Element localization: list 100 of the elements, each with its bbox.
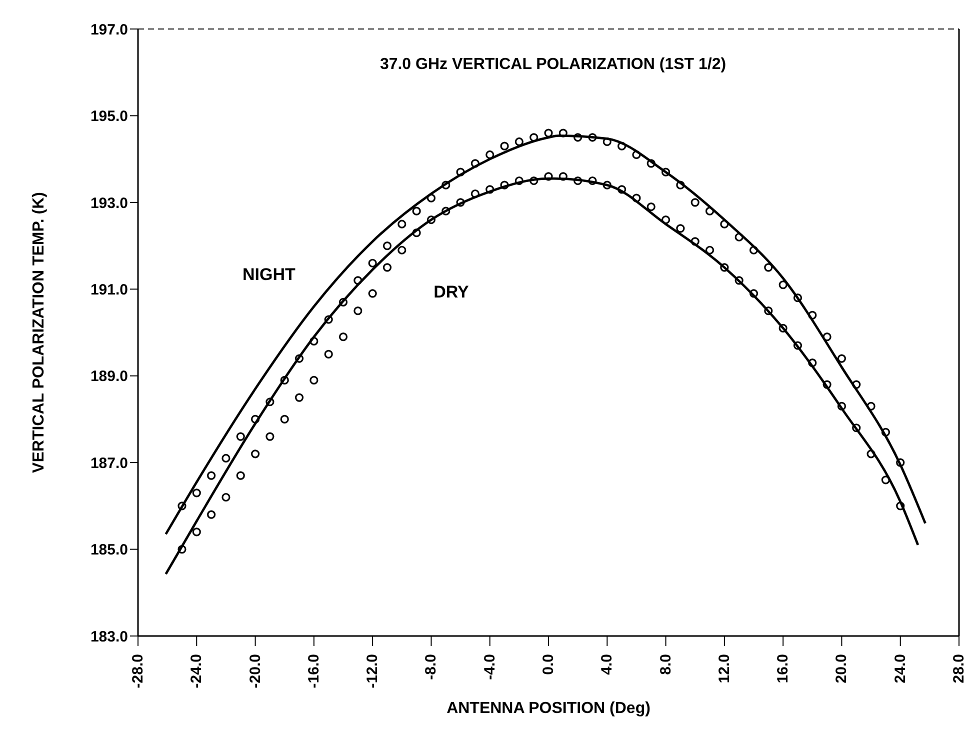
point bbox=[749, 246, 758, 254]
point bbox=[412, 206, 421, 216]
point bbox=[852, 424, 861, 432]
point bbox=[588, 133, 597, 142]
point bbox=[544, 128, 553, 138]
x-tick-label: -12.0 bbox=[364, 654, 382, 688]
x-tick-label: -4.0 bbox=[481, 654, 498, 680]
point bbox=[646, 159, 656, 168]
point bbox=[544, 172, 553, 181]
point bbox=[793, 341, 802, 350]
point bbox=[558, 128, 568, 138]
series-label: NIGHT bbox=[242, 264, 296, 284]
point bbox=[808, 310, 817, 320]
y-tick-label: 189.0 bbox=[90, 368, 128, 386]
y-axis-title: VERTICAL POLARIZATION TEMP. (K) bbox=[30, 192, 48, 473]
y-tick-label: 187.0 bbox=[90, 454, 128, 472]
point bbox=[470, 189, 480, 198]
point bbox=[294, 393, 304, 402]
point bbox=[236, 432, 245, 441]
point bbox=[236, 471, 245, 480]
point bbox=[822, 380, 832, 389]
point bbox=[808, 358, 817, 368]
point bbox=[324, 315, 333, 324]
point bbox=[338, 332, 348, 342]
x-tick-label: 8.0 bbox=[657, 654, 674, 675]
point bbox=[250, 450, 260, 458]
point bbox=[574, 133, 582, 142]
point bbox=[354, 276, 362, 285]
x-tick-label: -28.0 bbox=[130, 654, 146, 688]
x-tick-label: 20.0 bbox=[833, 654, 850, 684]
point bbox=[368, 258, 377, 268]
point bbox=[514, 137, 524, 146]
point bbox=[881, 428, 890, 437]
point bbox=[294, 354, 304, 363]
point bbox=[222, 492, 230, 502]
point bbox=[486, 185, 494, 194]
x-axis-title: ANTENNA POSITION (Deg) bbox=[446, 700, 650, 717]
point bbox=[514, 176, 524, 186]
x-tick-label: -16.0 bbox=[305, 654, 322, 688]
y-tick-label: 191.0 bbox=[90, 281, 128, 298]
point bbox=[324, 350, 333, 358]
x-tick-label: 12.0 bbox=[716, 654, 733, 684]
point bbox=[661, 168, 670, 176]
point bbox=[338, 298, 348, 306]
point bbox=[734, 232, 744, 242]
point bbox=[530, 176, 538, 186]
point bbox=[896, 458, 905, 467]
point bbox=[837, 402, 846, 411]
point bbox=[720, 220, 729, 228]
x-tick-label: 24.0 bbox=[892, 654, 909, 684]
point bbox=[632, 150, 641, 160]
point bbox=[793, 294, 802, 302]
point bbox=[178, 502, 186, 510]
point bbox=[690, 237, 700, 246]
point bbox=[558, 172, 568, 181]
point bbox=[661, 215, 670, 224]
point bbox=[470, 159, 480, 168]
point bbox=[866, 450, 876, 458]
point bbox=[881, 476, 890, 484]
point bbox=[690, 198, 700, 207]
x-tick-label: 28.0 bbox=[950, 654, 968, 684]
point bbox=[778, 280, 788, 290]
x-tick-label: -8.0 bbox=[422, 654, 440, 680]
x-tick-label: -20.0 bbox=[246, 654, 264, 688]
point bbox=[500, 180, 509, 190]
point bbox=[749, 289, 758, 298]
point bbox=[280, 414, 289, 424]
point bbox=[852, 380, 861, 389]
point bbox=[310, 376, 318, 384]
point bbox=[632, 194, 641, 202]
point bbox=[192, 528, 201, 536]
point bbox=[207, 471, 216, 480]
point bbox=[837, 354, 846, 363]
point bbox=[764, 306, 773, 316]
x-tick-label: 16.0 bbox=[774, 654, 792, 684]
point bbox=[618, 142, 626, 150]
point bbox=[382, 263, 392, 272]
point bbox=[705, 206, 714, 216]
y-tick-label: 193.0 bbox=[90, 194, 128, 212]
point bbox=[574, 176, 582, 186]
point bbox=[705, 246, 714, 254]
point bbox=[426, 215, 436, 224]
point bbox=[676, 224, 685, 233]
point bbox=[442, 206, 450, 216]
point bbox=[178, 544, 186, 554]
point bbox=[266, 432, 274, 441]
y-tick-label: 195.0 bbox=[90, 108, 128, 126]
point bbox=[280, 376, 289, 384]
x-tick-label: -24.0 bbox=[188, 654, 206, 688]
x-tick-label: 0.0 bbox=[540, 654, 557, 675]
point bbox=[222, 454, 230, 463]
point bbox=[588, 176, 597, 186]
point bbox=[720, 263, 729, 272]
point bbox=[412, 228, 421, 238]
point bbox=[192, 488, 201, 498]
point bbox=[354, 306, 362, 316]
point bbox=[822, 332, 832, 342]
point bbox=[442, 180, 450, 190]
point bbox=[398, 246, 406, 254]
point bbox=[456, 198, 465, 207]
